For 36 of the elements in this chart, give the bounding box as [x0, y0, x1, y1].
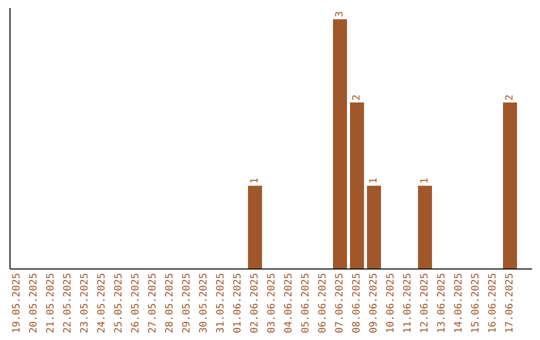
data-label: 1 — [420, 178, 430, 184]
x-tick-label: 29.05.2025 — [182, 273, 192, 334]
x-tick-label: 05.06.2025 — [300, 273, 312, 334]
data-label: 2 — [352, 94, 362, 100]
x-tick-label: 08.06.2025 — [352, 273, 362, 334]
x-tick-label: 23.05.2025 — [80, 273, 90, 334]
data-label: 2 — [504, 94, 516, 100]
x-tick-label: 17.06.2025 — [504, 273, 516, 334]
x-tick-label: 15.06.2025 — [470, 273, 482, 334]
x-tick-label: 21.05.2025 — [46, 273, 56, 334]
x-tick-label: 03.06.2025 — [266, 273, 278, 334]
x-tick-label: 27.05.2025 — [148, 273, 158, 334]
x-tick-label: 04.06.2025 — [284, 273, 294, 334]
x-tick-label: 13.06.2025 — [436, 273, 448, 334]
x-tick-label: 28.05.2025 — [164, 273, 176, 334]
x-tick-label: 30.05.2025 — [198, 273, 210, 334]
x-tick-label: 22.05.2025 — [62, 273, 74, 334]
x-tick-label: 11.06.2025 — [402, 273, 414, 334]
x-tick-label: 06.06.2025 — [318, 273, 328, 334]
x-tick-label: 07.06.2025 — [334, 273, 346, 334]
x-tick-label: 01.06.2025 — [232, 273, 244, 334]
data-label: 1 — [368, 178, 380, 184]
x-tick-label: 02.06.2025 — [250, 273, 260, 334]
x-tick-label: 25.05.2025 — [114, 273, 124, 334]
x-tick-label: 10.06.2025 — [386, 273, 396, 334]
x-tick-label: 24.05.2025 — [96, 273, 108, 334]
x-tick-label: 14.06.2025 — [454, 273, 464, 334]
x-tick-label: 19.05.2025 — [12, 273, 22, 334]
x-tick-label: 09.06.2025 — [368, 273, 380, 334]
x-tick-label: 12.06.2025 — [420, 273, 430, 334]
data-label: 3 — [334, 11, 346, 18]
data-label: 1 — [250, 178, 260, 184]
x-tick-label: 20.05.2025 — [28, 273, 40, 334]
x-tick-label: 31.05.2025 — [216, 273, 226, 334]
x-tick-label: 16.06.2025 — [488, 273, 498, 334]
x-tick-label: 26.05.2025 — [130, 273, 142, 334]
